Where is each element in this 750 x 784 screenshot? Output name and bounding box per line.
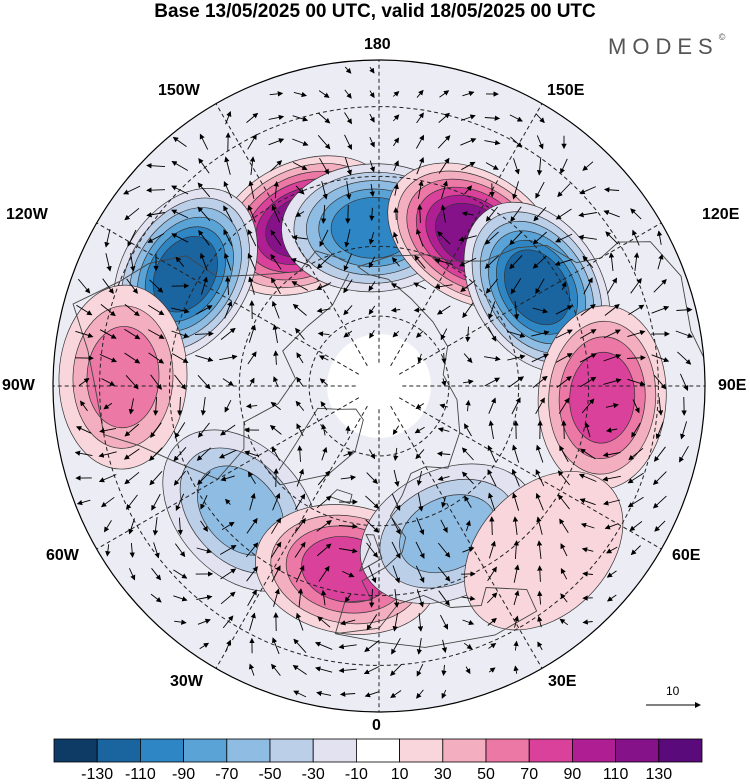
- lon-label-90e: 90E: [718, 377, 746, 395]
- colorbar-swatch: [486, 739, 529, 762]
- colorbar-swatch: [313, 739, 356, 762]
- wind-arrow: [396, 208, 397, 220]
- lon-label-0: 0: [372, 717, 381, 735]
- wind-arrow: [348, 205, 349, 223]
- colorbar-swatch: [184, 739, 227, 762]
- wind-arrow: [492, 517, 493, 535]
- colorbar-swatch: [443, 739, 486, 762]
- colorbar-swatch: [529, 739, 572, 762]
- colorbar-tick-label: 110: [603, 766, 629, 784]
- colorbar-tick-label: -10: [345, 766, 368, 784]
- lon-label-60e: 60E: [672, 547, 700, 565]
- colorbar-tick-label: -90: [172, 766, 195, 784]
- lon-label-180: 180: [364, 36, 391, 54]
- colorbar-tick-label: 90: [563, 766, 581, 784]
- colorbar-tick-label: 130: [645, 766, 672, 784]
- lon-label-120w: 120W: [6, 206, 48, 224]
- colorbar: [54, 739, 702, 762]
- lon-label-150e: 150E: [547, 82, 584, 100]
- colorbar-swatch: [270, 739, 313, 762]
- colorbar-swatch: [54, 739, 97, 762]
- polar-cap: [327, 334, 431, 438]
- colorbar-swatch: [356, 739, 399, 762]
- lon-label-120e: 120E: [702, 206, 739, 224]
- lon-label-60w: 60W: [46, 547, 79, 565]
- colorbar-swatch: [400, 739, 443, 762]
- colorbar-tick-label: 50: [477, 766, 495, 784]
- colorbar-tick-label: 70: [520, 766, 538, 784]
- lon-label-30w: 30W: [170, 673, 203, 691]
- colorbar-swatch: [97, 739, 140, 762]
- colorbar-tick-label: -30: [302, 766, 325, 784]
- colorbar-tick-label: -110: [125, 766, 156, 784]
- reference-vector-label: 10: [666, 684, 679, 698]
- colorbar-tick-label: -70: [215, 766, 238, 784]
- colorbar-swatch: [659, 739, 702, 762]
- colorbar-tick-label: -130: [81, 766, 113, 784]
- wind-arrow: [147, 190, 165, 191]
- colorbar-swatch: [616, 739, 659, 762]
- colorbar-tick-label: 10: [391, 766, 409, 784]
- colorbar-tick-label: -50: [258, 766, 281, 784]
- wind-arrow: [444, 353, 445, 363]
- lon-label-30e: 30E: [548, 673, 576, 691]
- lon-label-90w: 90W: [2, 377, 35, 395]
- colorbar-tick-label: 30: [434, 766, 452, 784]
- wind-arrow: [564, 421, 565, 439]
- wind-arrow: [348, 426, 349, 433]
- colorbar-swatch: [140, 739, 183, 762]
- colorbar-swatch: [572, 739, 615, 762]
- colorbar-swatch: [227, 739, 270, 762]
- lon-label-150w: 150W: [158, 82, 200, 100]
